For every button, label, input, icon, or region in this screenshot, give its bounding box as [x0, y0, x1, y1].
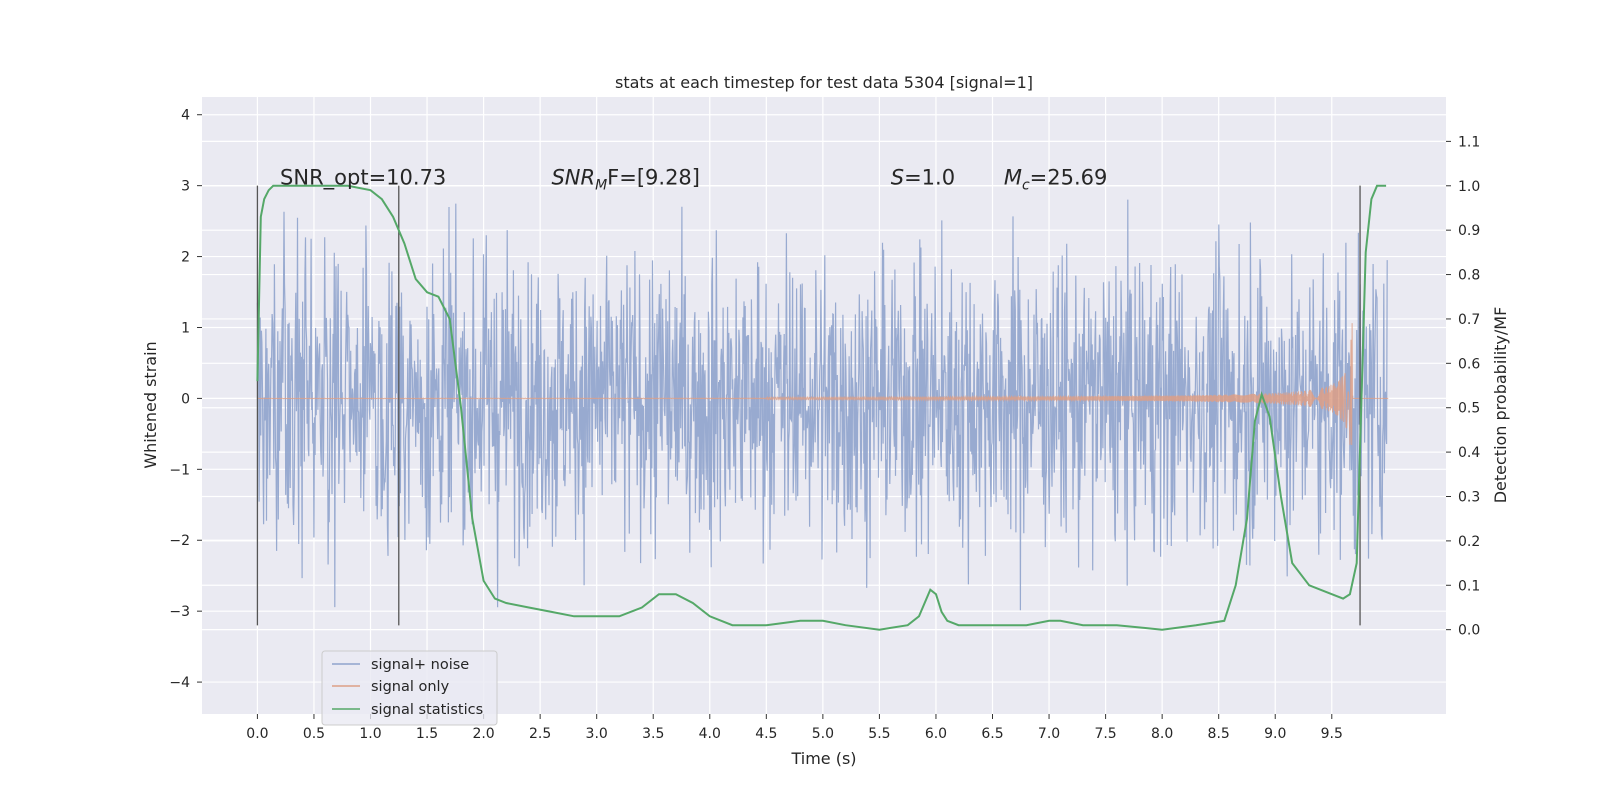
x-tick-label: 8.0 [1151, 726, 1173, 742]
y-axis-label: Whitened strain [141, 341, 160, 468]
y-tick-label: 1 [181, 320, 190, 336]
x-tick-label: 6.0 [925, 726, 947, 742]
y2-tick-label: 0.6 [1458, 356, 1480, 372]
x-tick-label: 1.5 [416, 726, 438, 742]
annotation-1: SNRMF=[9.28] [551, 166, 700, 194]
y-tick-label: 3 [181, 179, 190, 195]
ticks: 0.0 0.5 1.0 1.5 2.0 2.5 3.0 3.5 4.0 4.5 5.0 5.5 6.0 6… [169, 108, 1480, 742]
y2-tick-label: 1.0 [1458, 179, 1480, 195]
x-axis-label: Time (s) [790, 749, 856, 768]
y2-tick-label: 0.2 [1458, 534, 1480, 550]
x-tick-label: 3.0 [586, 726, 608, 742]
signal-line [257, 323, 1389, 446]
y2-tick-label: 0.8 [1458, 268, 1480, 284]
legend: signal+ noise signal only signal statist… [321, 650, 498, 726]
stat-line [256, 184, 1387, 631]
y-tick-label: −3 [169, 604, 190, 620]
chart-title: stats at each timestep for test data 530… [615, 73, 1033, 92]
y-tick-label: −4 [169, 675, 190, 691]
x-tick-label: 9.5 [1321, 726, 1343, 742]
y-tick-label: −2 [169, 533, 190, 549]
x-tick-label: 2.5 [529, 726, 551, 742]
y2-tick-label: 0.5 [1458, 401, 1480, 417]
y2-axis-label: Detection probability/MF [1491, 307, 1510, 504]
x-tick-label: 4.5 [755, 726, 777, 742]
x-tick-label: 3.5 [642, 726, 664, 742]
annotations: SNR_opt=10.73 SNRMF=[9.28] S=1.0 Mc=25.69 [280, 166, 1107, 194]
x-tick-label: 5.5 [868, 726, 890, 742]
x-tick-label: 6.5 [981, 726, 1003, 742]
y2-tick-label: 0.3 [1458, 489, 1480, 505]
y2-tick-label: 1.1 [1458, 134, 1480, 150]
y2-tick-label: 0.1 [1458, 578, 1480, 594]
annotation-0: SNR_opt=10.73 [280, 166, 446, 191]
x-tick-label: 9.0 [1264, 726, 1286, 742]
x-tick-label: 7.0 [1038, 726, 1060, 742]
noise-series [256, 199, 1388, 611]
signal-series [257, 323, 1389, 446]
y2-tick-label: 0.7 [1458, 312, 1480, 328]
x-tick-label: 7.5 [1094, 726, 1116, 742]
annotation-2: S=1.0 [891, 166, 955, 190]
y-tick-label: 4 [181, 108, 190, 124]
legend-label-noise: signal+ noise [371, 657, 469, 673]
y-tick-label: 0 [181, 391, 190, 407]
y-tick-label: −1 [169, 462, 190, 478]
x-tick-label: 0.0 [246, 726, 268, 742]
legend-label-signal: signal only [371, 679, 450, 695]
y-tick-label: 2 [181, 250, 190, 266]
noise-line [256, 199, 1388, 611]
x-tick-label: 5.0 [812, 726, 834, 742]
y2-tick-label: 0.9 [1458, 223, 1480, 239]
annotation-3: Mc=25.69 [1004, 166, 1108, 194]
y2-tick-label: 0.0 [1458, 623, 1480, 639]
y2-tick-label: 0.4 [1458, 445, 1480, 461]
x-tick-label: 0.5 [303, 726, 325, 742]
vertical-markers [256, 185, 1361, 626]
x-tick-label: 8.5 [1208, 726, 1230, 742]
x-tick-label: 2.0 [472, 726, 494, 742]
x-tick-label: 4.0 [699, 726, 721, 742]
legend-label-stat: signal statistics [371, 702, 483, 718]
legend-box [321, 650, 498, 726]
stat-series [256, 184, 1387, 631]
x-tick-label: 1.0 [359, 726, 381, 742]
